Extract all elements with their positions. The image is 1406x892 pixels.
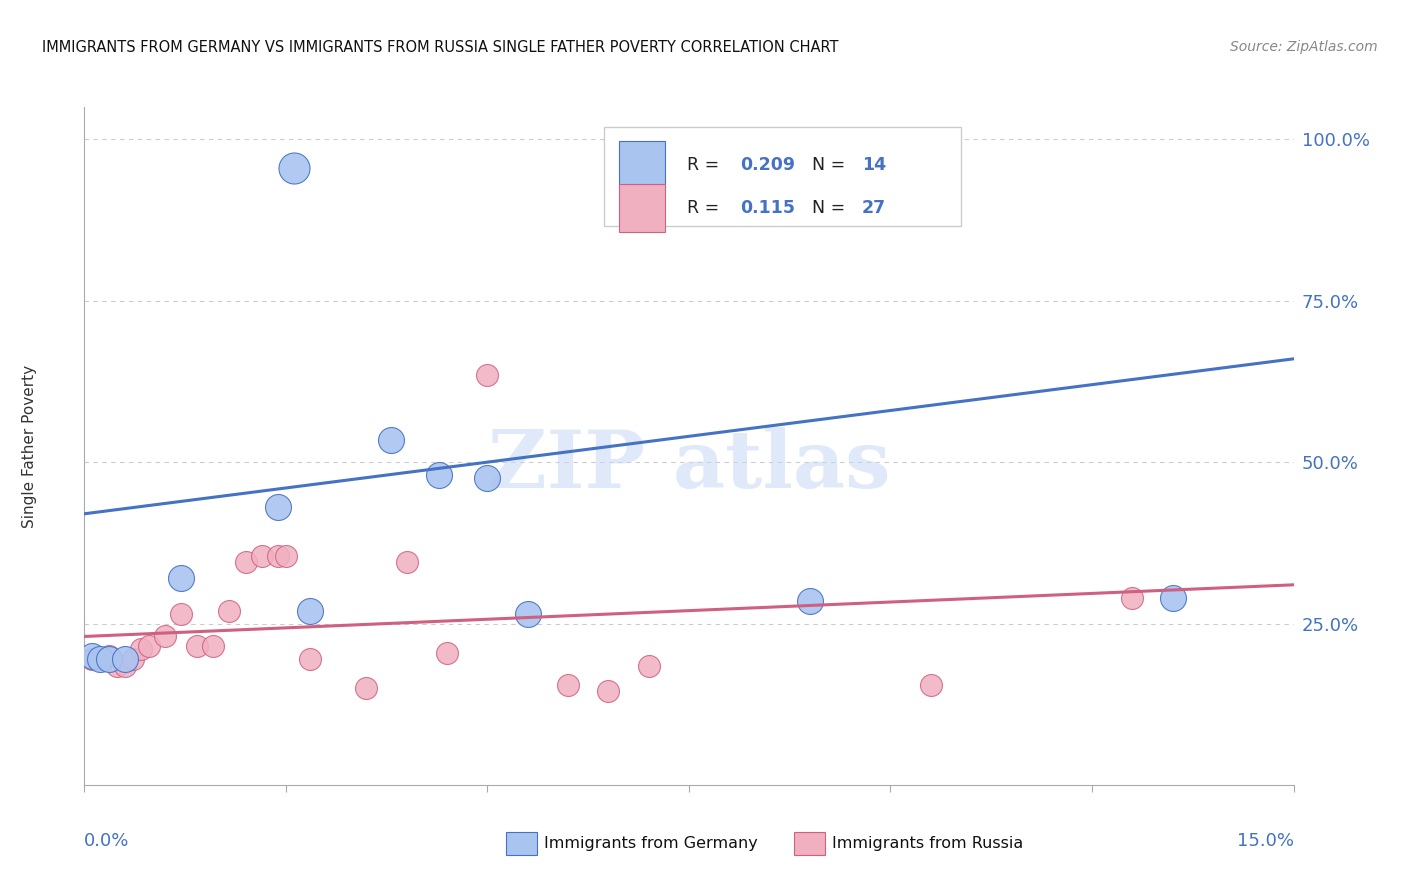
Point	[138, 639, 160, 653]
Point	[356, 681, 378, 695]
Text: 0.0%: 0.0%	[84, 832, 129, 850]
Point	[557, 678, 579, 692]
Point	[250, 549, 273, 563]
Point	[186, 639, 208, 653]
Text: ZIP atlas: ZIP atlas	[488, 427, 890, 506]
Point	[477, 471, 499, 485]
Text: Immigrants from Germany: Immigrants from Germany	[544, 836, 758, 851]
Point	[82, 648, 104, 663]
Text: 0.115: 0.115	[740, 199, 794, 217]
Text: Immigrants from Russia: Immigrants from Russia	[832, 836, 1024, 851]
Point	[97, 648, 120, 663]
Text: N =: N =	[813, 199, 851, 217]
Point	[637, 658, 659, 673]
Text: Source: ZipAtlas.com: Source: ZipAtlas.com	[1230, 40, 1378, 54]
Point	[114, 652, 136, 666]
Point	[299, 604, 322, 618]
Point	[299, 652, 322, 666]
Point	[920, 678, 942, 692]
Bar	[619, 185, 665, 232]
Point	[516, 607, 538, 621]
Point	[380, 433, 402, 447]
Point	[799, 594, 821, 608]
Text: IMMIGRANTS FROM GERMANY VS IMMIGRANTS FROM RUSSIA SINGLE FATHER POVERTY CORRELAT: IMMIGRANTS FROM GERMANY VS IMMIGRANTS FR…	[42, 40, 839, 55]
Point	[218, 604, 240, 618]
Point	[395, 555, 418, 569]
Point	[129, 642, 152, 657]
Point	[1161, 591, 1184, 605]
Point	[267, 549, 290, 563]
Point	[1121, 591, 1143, 605]
Point	[105, 658, 128, 673]
Point	[202, 639, 225, 653]
Point	[89, 652, 111, 666]
Point	[121, 652, 143, 666]
Text: 27: 27	[862, 199, 886, 217]
Point	[436, 646, 458, 660]
Point	[427, 468, 450, 483]
Point	[598, 684, 620, 698]
Point	[82, 652, 104, 666]
Point	[235, 555, 257, 569]
Point	[153, 630, 176, 644]
Point	[283, 161, 305, 176]
FancyBboxPatch shape	[605, 128, 962, 226]
Point	[97, 652, 120, 666]
Text: 14: 14	[862, 156, 886, 174]
Point	[114, 658, 136, 673]
Point	[477, 368, 499, 382]
Text: 0.209: 0.209	[740, 156, 794, 174]
Point	[170, 571, 193, 585]
Text: 15.0%: 15.0%	[1236, 832, 1294, 850]
Point	[170, 607, 193, 621]
Point	[274, 549, 297, 563]
Text: N =: N =	[813, 156, 851, 174]
Point	[267, 500, 290, 515]
Text: R =: R =	[686, 199, 730, 217]
Point	[89, 652, 111, 666]
Text: R =: R =	[686, 156, 724, 174]
Bar	[619, 141, 665, 188]
Text: Single Father Poverty: Single Father Poverty	[22, 365, 38, 527]
